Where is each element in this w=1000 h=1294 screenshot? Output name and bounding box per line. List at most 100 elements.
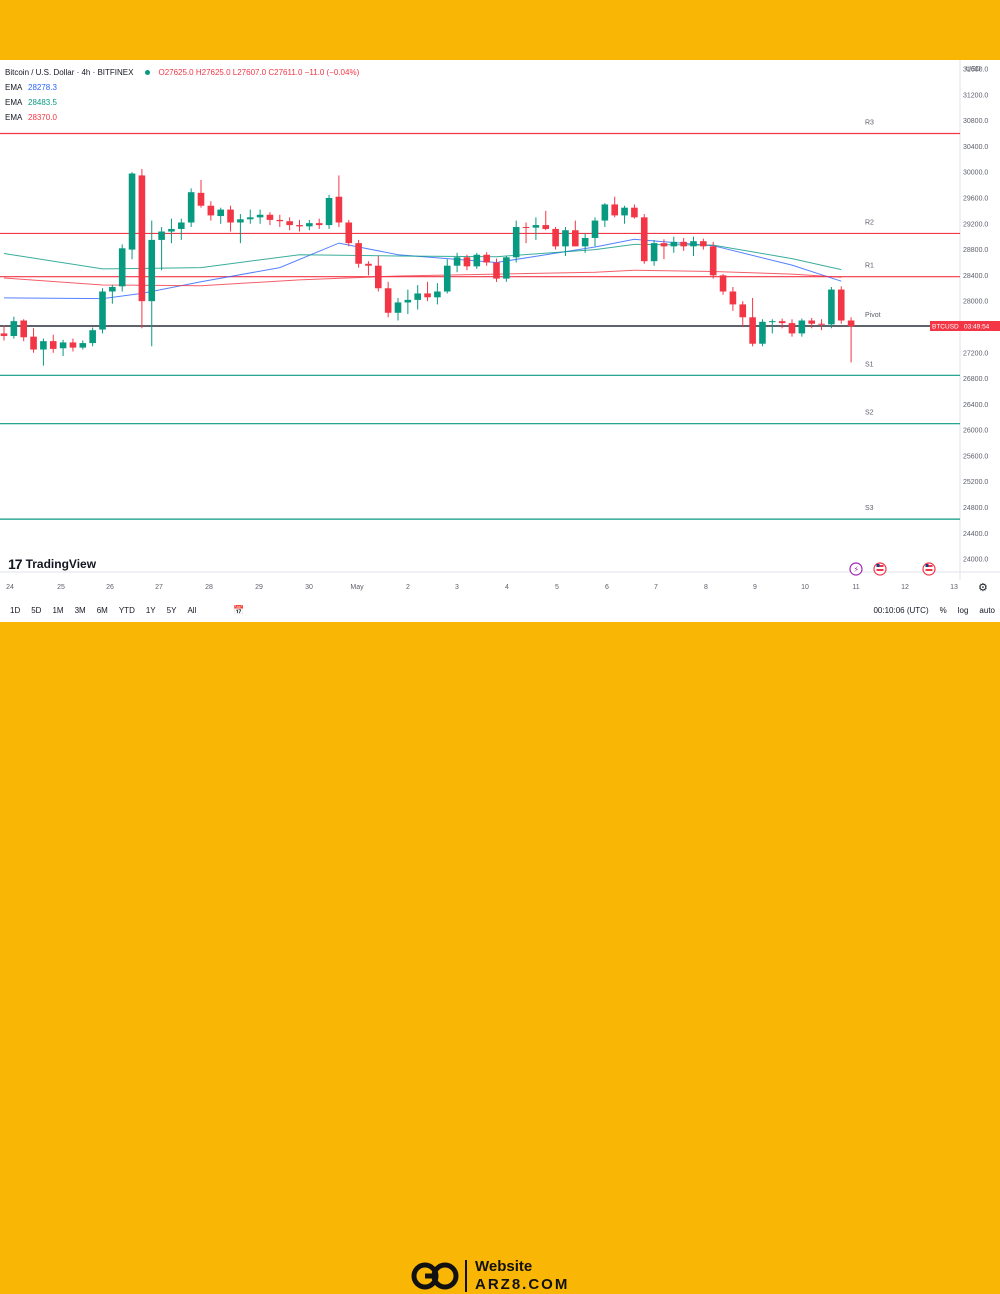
candle-body[interactable] [443,265,451,292]
candle-body[interactable] [572,230,579,247]
candle-body[interactable] [256,214,264,218]
candle-body[interactable] [276,219,284,222]
timeframe-button[interactable]: 5Y [166,606,177,615]
candle-body[interactable] [20,320,27,338]
date-range-calendar-icon[interactable]: 📅 [233,605,245,615]
candle-body[interactable] [493,262,500,279]
event-lightning-icon[interactable] [849,562,863,576]
candle-body[interactable] [700,241,707,247]
candle-body[interactable] [345,222,353,244]
timeframe-button[interactable]: YTD [118,606,135,615]
candle-body[interactable] [463,257,471,267]
legend-ema-row[interactable]: EMA 28370.0 [5,110,359,125]
candle-body[interactable] [335,196,343,223]
auto-toggle[interactable]: auto [979,606,995,615]
candle-body[interactable] [128,173,136,250]
candle-body[interactable] [306,223,313,227]
candle-body[interactable] [769,321,776,323]
timeframe-button[interactable]: 5D [31,606,42,615]
candle-body[interactable] [798,320,806,334]
candle-body[interactable] [355,243,362,264]
candle-body[interactable] [709,246,717,276]
symbol-title[interactable]: Bitcoin / U.S. Dollar · 4h · BITFINEX [5,68,134,77]
candle-body[interactable] [109,286,116,292]
candle-body[interactable] [828,289,835,325]
candle-body[interactable] [197,192,205,206]
candle-body[interactable] [187,192,195,223]
candle-body[interactable] [729,291,737,305]
price-axis-background[interactable] [960,60,1000,580]
candle-body[interactable] [79,343,87,348]
currency-label[interactable]: USD [966,66,981,73]
candle-body[interactable] [660,243,668,247]
candle-body[interactable] [818,323,825,325]
candle-body[interactable] [246,217,254,220]
candle-body[interactable] [365,263,372,266]
candle-body[interactable] [148,239,156,302]
website-brand[interactable]: Website ARZ8.COM [411,1258,569,1294]
log-toggle[interactable]: log [957,606,969,615]
candle-body[interactable] [0,333,8,336]
candle-body[interactable] [690,241,697,247]
candle-body[interactable] [532,225,540,228]
candle-body[interactable] [621,207,628,216]
candle-body[interactable] [788,323,796,334]
candle-body[interactable] [749,317,756,344]
candle-body[interactable] [59,342,67,349]
timeframe-button[interactable]: All [187,606,197,615]
candle-body[interactable] [650,243,658,262]
timeframe-button[interactable]: 1Y [145,606,156,615]
candle-body[interactable] [778,321,786,324]
candle-body[interactable] [837,289,845,321]
candle-body[interactable] [434,291,441,298]
candlestick-chart[interactable]: R3R2R1PivotS1S2S331600.031200.030800.030… [0,60,1000,622]
candle-body[interactable] [69,342,77,348]
candle-body[interactable] [759,321,766,344]
candle-body[interactable] [611,204,618,216]
candle-body[interactable] [424,293,431,298]
candle-body[interactable] [591,220,599,238]
utc-clock[interactable]: 00:10:06 (UTC) [873,606,929,615]
candle-body[interactable] [227,209,234,223]
timeframe-button[interactable]: 6M [96,606,108,615]
candle-body[interactable] [217,209,224,217]
candle-body[interactable] [404,299,412,303]
candle-body[interactable] [483,254,490,263]
candle-body[interactable] [89,330,96,344]
candle-body[interactable] [522,227,530,229]
settings-gear-icon[interactable]: ⚙ [978,581,988,594]
candle-body[interactable] [325,197,333,226]
candle-body[interactable] [178,222,185,229]
candle-body[interactable] [168,228,175,232]
legend-ema-row[interactable]: EMA 28483.5 [5,95,359,110]
candle-body[interactable] [739,304,747,318]
candle-body[interactable] [315,223,323,226]
legend-ema-row[interactable]: EMA 28278.3 [5,80,359,95]
timeframe-button[interactable]: 1D [10,606,21,615]
candle-body[interactable] [237,219,244,223]
candle-body[interactable] [207,205,215,216]
candle-body[interactable] [296,225,303,227]
candle-body[interactable] [10,321,18,336]
candle-body[interactable] [138,175,146,302]
tradingview-watermark[interactable]: 17 TradingView [8,556,96,572]
candle-body[interactable] [542,225,550,229]
candle-body[interactable] [158,231,165,240]
candle-body[interactable] [552,228,559,247]
candle-body[interactable] [581,237,589,247]
candle-body[interactable] [670,241,678,247]
candle-body[interactable] [453,257,461,266]
candle-body[interactable] [40,341,47,350]
candle-body[interactable] [99,291,106,330]
candle-body[interactable] [640,217,648,262]
candle-body[interactable] [562,230,569,247]
percent-toggle[interactable]: % [939,606,947,615]
candle-body[interactable] [286,221,293,226]
candle-body[interactable] [394,302,402,313]
candle-body[interactable] [680,241,687,247]
candle-body[interactable] [473,254,481,267]
candle-body[interactable] [847,320,855,327]
candle-body[interactable] [49,341,57,349]
candle-body[interactable] [266,214,274,220]
current-price-tag[interactable] [962,320,1000,331]
